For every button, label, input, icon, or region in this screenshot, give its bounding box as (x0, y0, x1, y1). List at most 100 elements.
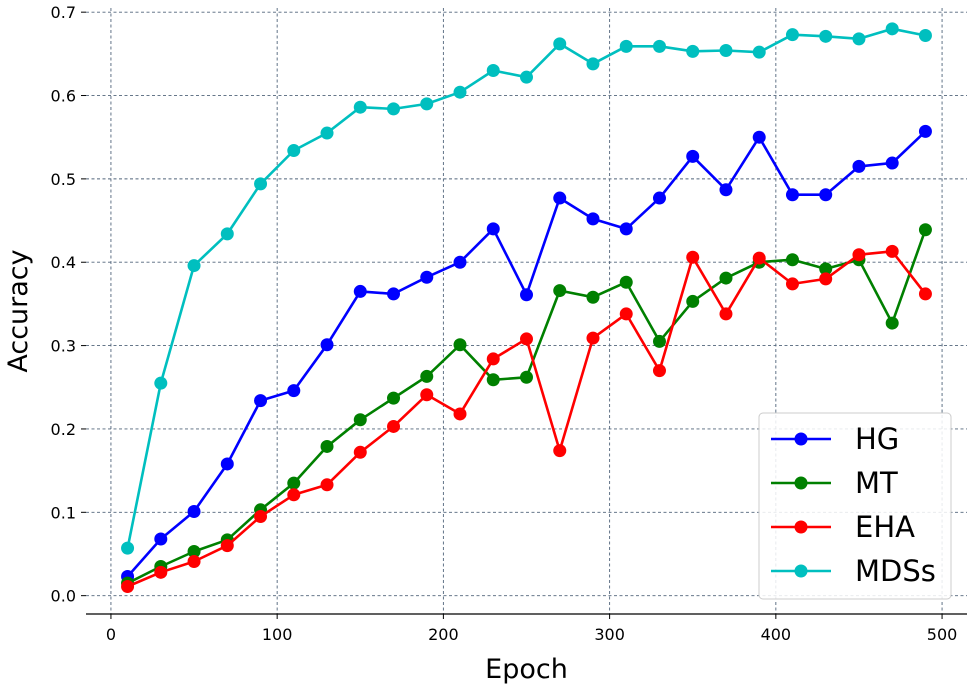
y-tick-label: 0.3 (51, 337, 76, 356)
data-point (320, 478, 334, 492)
data-point (187, 504, 201, 518)
data-point (619, 39, 633, 53)
data-point (652, 39, 666, 53)
data-point (420, 388, 434, 402)
data-point (287, 144, 301, 158)
y-tick-label: 0.6 (51, 87, 76, 106)
legend-label: EHA (855, 510, 915, 544)
legend: HG MT EHA MDSs (758, 412, 952, 600)
legend-marker (794, 564, 808, 578)
data-point (154, 565, 168, 579)
series-hg (121, 124, 932, 583)
data-point (486, 222, 500, 236)
y-tick-label: 0.5 (51, 170, 76, 189)
data-point (154, 532, 168, 546)
data-point (819, 262, 833, 276)
x-tick-label: 0 (106, 625, 116, 644)
data-point (785, 277, 799, 291)
data-point (719, 44, 733, 58)
legend-item: MDSs (771, 554, 936, 588)
y-tick-label: 0.1 (51, 503, 76, 522)
legend-marker (794, 476, 808, 490)
data-point (287, 384, 301, 398)
data-point (420, 369, 434, 383)
data-point (719, 307, 733, 321)
data-point (918, 124, 932, 138)
legend-marker (794, 520, 808, 534)
data-point (453, 407, 467, 421)
legend-marker (794, 432, 808, 446)
data-point (520, 70, 533, 84)
data-point (254, 509, 268, 523)
data-point (686, 294, 700, 308)
data-point (353, 100, 367, 114)
data-point (586, 331, 600, 345)
data-point (885, 156, 899, 170)
data-point (453, 255, 467, 269)
plot-area (121, 22, 932, 593)
data-point (387, 419, 401, 433)
data-point (686, 44, 700, 58)
data-point (719, 183, 733, 197)
data-point (785, 253, 799, 267)
data-point (852, 32, 866, 46)
data-point (852, 248, 866, 262)
data-point (486, 352, 500, 366)
data-point (885, 22, 899, 36)
series-eha (121, 244, 932, 593)
data-point (752, 45, 766, 59)
data-point (819, 29, 833, 43)
data-point (752, 130, 766, 144)
data-point (553, 191, 567, 205)
data-point (520, 370, 533, 384)
legend-label: MT (855, 466, 898, 500)
legend-label: MDSs (855, 554, 936, 588)
data-point (220, 227, 234, 241)
data-point (852, 159, 866, 173)
data-point (520, 332, 533, 346)
x-tick-label: 100 (262, 625, 293, 644)
data-point (752, 251, 766, 265)
data-point (686, 250, 700, 264)
y-tick-label: 0.4 (51, 253, 76, 272)
y-tick-label: 0.0 (51, 587, 76, 606)
x-tick-label: 200 (428, 625, 459, 644)
data-point (387, 102, 401, 116)
data-point (719, 271, 733, 285)
axes: 0 100 200 300 400 500 0.0 0.1 0.2 0.3 0.4 0.5 0.6 0.7 (51, 3, 967, 644)
data-point (586, 212, 600, 226)
data-point (254, 177, 268, 191)
data-point (819, 188, 833, 202)
x-axis-title: Epoch (485, 654, 568, 685)
data-point (387, 287, 401, 301)
data-point (619, 307, 633, 321)
data-point (918, 29, 932, 43)
y-axis-title: Accuracy (3, 249, 34, 372)
data-point (353, 284, 367, 298)
legend-item: HG (771, 422, 899, 456)
data-point (121, 541, 135, 555)
data-point (785, 28, 799, 42)
data-point (220, 457, 234, 471)
data-point (320, 126, 334, 140)
data-point (486, 373, 500, 387)
data-point (320, 439, 334, 453)
data-point (885, 316, 899, 330)
data-point (553, 444, 567, 458)
data-point (154, 376, 168, 390)
data-point (287, 488, 301, 502)
data-point (652, 334, 666, 348)
x-tick-label: 500 (927, 625, 958, 644)
data-point (387, 391, 401, 405)
data-point (553, 284, 567, 298)
data-point (486, 64, 500, 78)
data-point (586, 57, 600, 71)
data-point (785, 188, 799, 202)
data-point (586, 290, 600, 304)
data-point (453, 338, 467, 352)
legend-item: MT (771, 466, 898, 500)
legend-item: EHA (771, 510, 915, 544)
data-point (420, 97, 434, 111)
data-point (686, 149, 700, 163)
